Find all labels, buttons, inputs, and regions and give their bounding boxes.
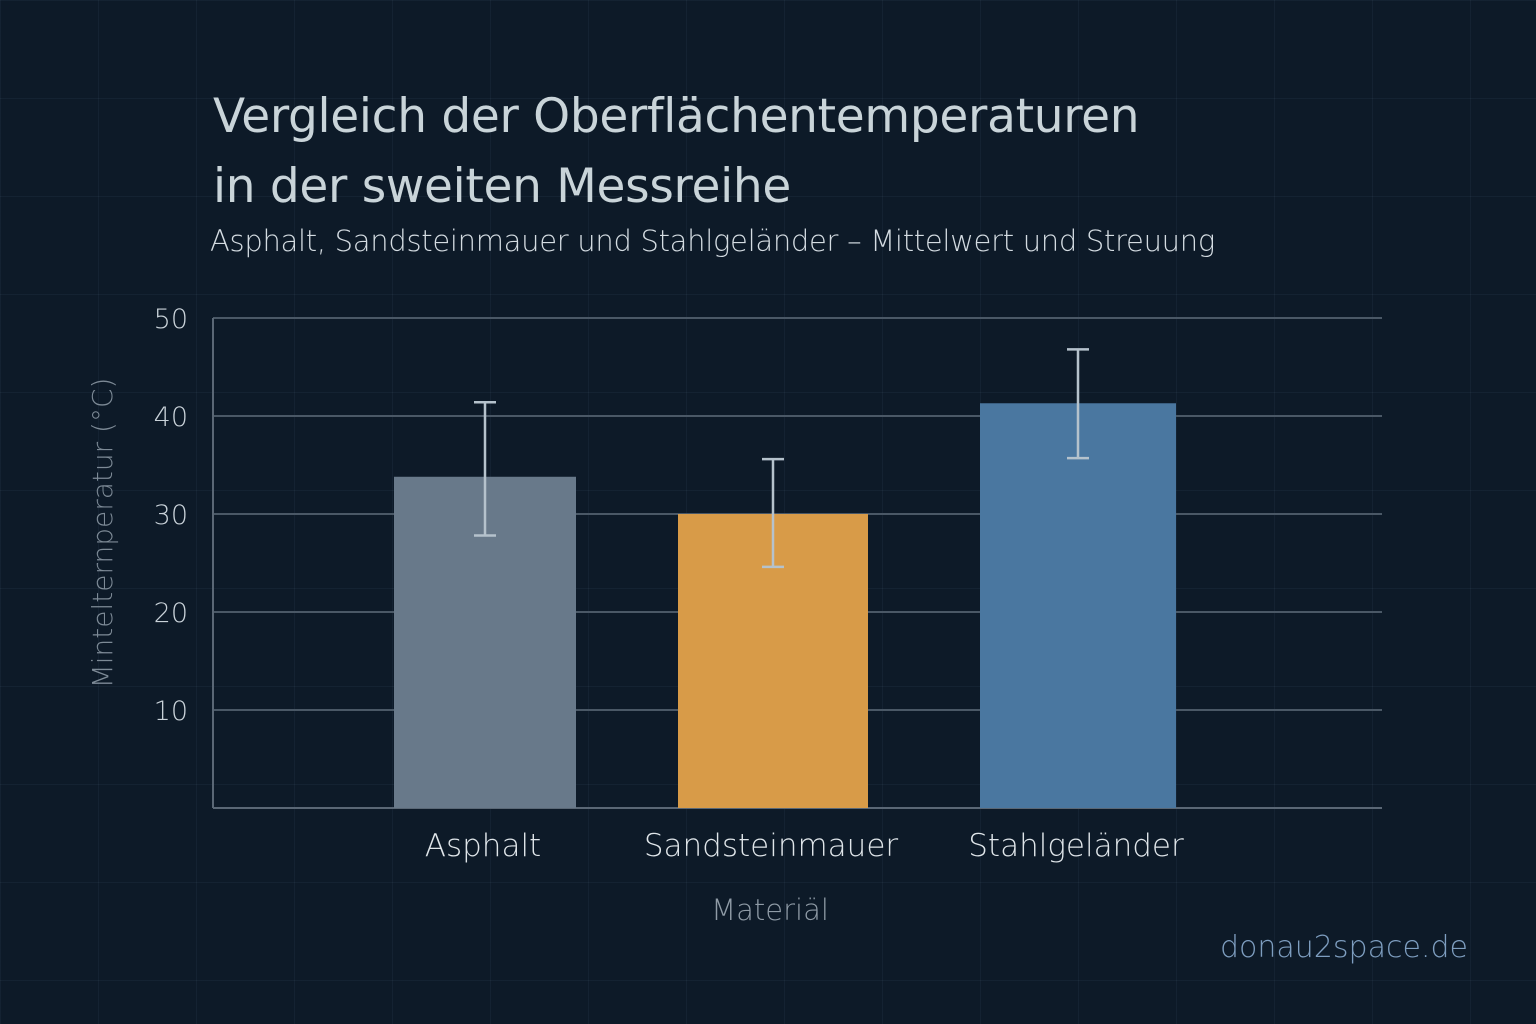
y-tick-label: 30 — [154, 500, 188, 531]
y-tick-label: 10 — [154, 696, 188, 727]
chart-subtitle: Asphalt, Sandsteinmauer und Stahlgelände… — [210, 224, 1215, 258]
chart-title: Vergleich der Oberflächentemperaturen in… — [213, 82, 1140, 222]
x-axis-label: Materiäl — [711, 893, 829, 927]
x-tick-label: Stahlgeländer — [968, 828, 1184, 864]
chart-title-line-1: Vergleich der Oberflächentemperaturen — [213, 89, 1140, 144]
y-axis-label: Mintelternperatur (°C) — [86, 378, 119, 689]
y-tick-label: 50 — [154, 304, 188, 335]
x-tick-label: Asphalt — [425, 828, 541, 864]
y-tick-label: 20 — [154, 598, 188, 629]
x-tick-label: Sandsteinmauer — [644, 828, 899, 864]
watermark: donau2space.de — [1220, 930, 1468, 965]
y-tick-label: 40 — [154, 402, 188, 433]
bar-stahlgeländer — [980, 403, 1176, 808]
chart-title-line-2: in der sweiten Messreihe — [213, 159, 791, 214]
